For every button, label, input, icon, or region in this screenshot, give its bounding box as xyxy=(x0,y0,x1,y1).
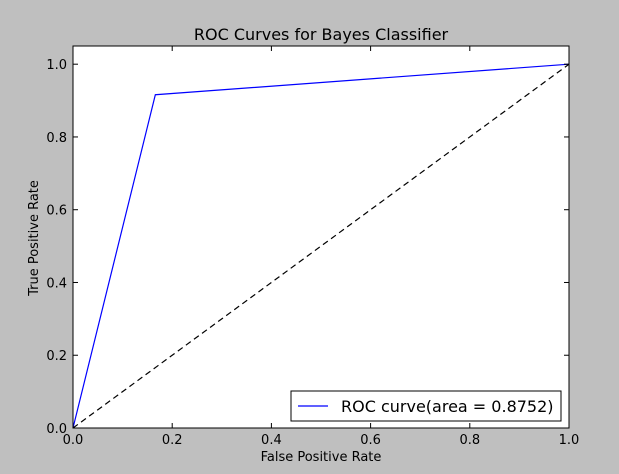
chance-diagonal-line xyxy=(72,63,570,429)
y-tick-label: 0.2 xyxy=(46,349,67,364)
y-tick-label: 0.6 xyxy=(46,204,67,219)
legend-box xyxy=(290,390,562,422)
lines-layer xyxy=(72,63,570,429)
y-axis-label: True Positive Rate xyxy=(27,180,42,297)
x-axis-label: False Positive Rate xyxy=(261,450,382,465)
y-tick-label: 0.8 xyxy=(46,131,67,146)
y-tick-label: 0.4 xyxy=(46,276,67,291)
chart-title: ROC Curves for Bayes Classifier xyxy=(194,25,449,44)
y-tick-label: 0.0 xyxy=(46,422,67,437)
legend-label-roc: ROC curve(area = 0.8752) xyxy=(341,397,554,416)
x-tick-label: 0.8 xyxy=(459,433,480,448)
plot-frame xyxy=(72,45,570,429)
x-tick-label: 0.2 xyxy=(162,433,183,448)
y-tick-label: 1.0 xyxy=(46,58,67,73)
x-tick-label: 0.6 xyxy=(360,433,381,448)
x-tick-label: 0.0 xyxy=(63,433,84,448)
ticks-layer: 0.0 0.2 0.4 0.6 0.8 1.0 0.0 0.2 0.4 0.6 0.8 1.0 xyxy=(46,46,579,448)
x-tick-label: 0.4 xyxy=(261,433,282,448)
x-tick-label: 1.0 xyxy=(559,433,580,448)
roc-curve-line xyxy=(72,63,570,429)
plot-area xyxy=(73,46,569,428)
legend: ROC curve(area = 0.8752) xyxy=(290,390,562,422)
